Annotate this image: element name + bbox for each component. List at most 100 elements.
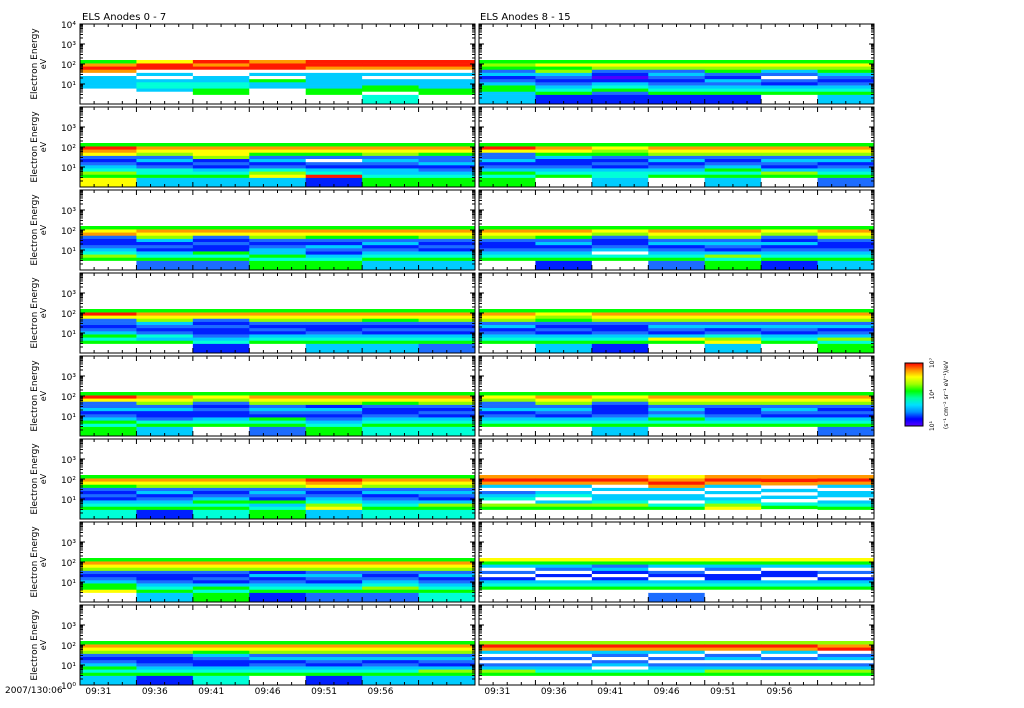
spectrogram-cell bbox=[418, 583, 476, 587]
spectrogram-cell bbox=[136, 346, 194, 351]
spectrogram-cell bbox=[761, 60, 819, 64]
spectrogram-cell bbox=[249, 331, 307, 335]
spectrogram-cell bbox=[479, 75, 536, 80]
spectrogram-cell bbox=[535, 592, 593, 597]
spectrogram-cell bbox=[648, 398, 706, 402]
spectrogram-cell bbox=[591, 663, 649, 667]
spectrogram-cell bbox=[817, 177, 875, 182]
spectrogram-cell bbox=[249, 653, 307, 658]
spectrogram-cell bbox=[80, 675, 137, 680]
spectrogram-cell bbox=[136, 647, 194, 651]
spectrogram-cell bbox=[761, 146, 819, 150]
spectrogram-cell bbox=[80, 573, 137, 578]
spectrogram-cell bbox=[192, 429, 250, 434]
spectrogram-cell bbox=[305, 254, 363, 258]
spectrogram-cell bbox=[362, 174, 420, 178]
spectrogram-cell bbox=[192, 235, 250, 239]
spectrogram-cell bbox=[761, 346, 819, 351]
spectrogram-cell bbox=[761, 226, 819, 230]
spectrogram-cell bbox=[648, 146, 706, 150]
spectrogram-cell bbox=[305, 484, 363, 488]
spectrogram-cell bbox=[418, 398, 476, 402]
spectrogram-cell bbox=[761, 244, 819, 249]
spectrogram-cell bbox=[80, 512, 137, 517]
spectrogram-cell bbox=[80, 666, 137, 670]
spectrogram-cell bbox=[136, 321, 194, 326]
spectrogram-cell bbox=[761, 69, 819, 73]
spectrogram-cell bbox=[192, 321, 250, 326]
spectrogram-cell bbox=[192, 395, 250, 399]
spectrogram-cell bbox=[192, 177, 250, 182]
spectrogram-cell bbox=[535, 656, 593, 661]
spectrogram-cell bbox=[249, 158, 307, 163]
spectrogram-cell bbox=[817, 478, 875, 482]
spectrogram-cell bbox=[704, 97, 762, 102]
spectrogram-cell bbox=[704, 493, 762, 498]
spectrogram-cell bbox=[817, 647, 875, 651]
spectrogram-cell bbox=[305, 417, 363, 421]
spectrogram-cell bbox=[80, 85, 137, 89]
spectrogram-cell bbox=[648, 63, 706, 67]
spectrogram-cell bbox=[249, 641, 307, 645]
spectrogram-cell bbox=[535, 161, 593, 166]
spectrogram-cell bbox=[249, 475, 307, 479]
spectrogram-cell bbox=[704, 244, 762, 249]
spectrogram-cell bbox=[305, 407, 363, 412]
spectrogram-cell bbox=[136, 478, 194, 482]
spectrogram-cell bbox=[648, 177, 706, 182]
spectrogram-cell bbox=[761, 180, 819, 185]
spectrogram-cell bbox=[648, 493, 706, 498]
spectrogram-cell bbox=[535, 254, 593, 258]
spectrogram-cell bbox=[704, 60, 762, 64]
spectrogram-cell bbox=[192, 558, 250, 562]
spectrogram-cell bbox=[648, 407, 706, 412]
spectrogram-cell bbox=[136, 678, 194, 683]
spectrogram-cell bbox=[192, 647, 250, 651]
spectrogram-cell bbox=[362, 143, 420, 147]
spectrogram-cell bbox=[479, 576, 536, 581]
spectrogram-cell bbox=[362, 168, 420, 172]
spectrogram-panel-right-3 bbox=[478, 272, 875, 354]
spectrogram-cell bbox=[479, 589, 536, 593]
spectrogram-cell bbox=[761, 505, 819, 510]
spectrogram-cell bbox=[362, 414, 420, 418]
spectrogram-cell bbox=[80, 564, 137, 568]
spectrogram-cell bbox=[418, 414, 476, 418]
spectrogram-cell bbox=[648, 404, 706, 409]
spectrogram-cell bbox=[761, 327, 819, 332]
spectrogram-cell bbox=[535, 573, 593, 578]
spectrogram-cell bbox=[761, 177, 819, 182]
spectrogram-cell bbox=[817, 251, 875, 255]
spectrogram-cell bbox=[192, 318, 250, 322]
spectrogram-cell bbox=[591, 263, 649, 268]
spectrogram-cell bbox=[591, 490, 649, 495]
spectrogram-cell bbox=[305, 72, 363, 77]
spectrogram-cell bbox=[418, 174, 476, 178]
spectrogram-cell bbox=[80, 171, 137, 175]
y-axis-unit: eV bbox=[39, 141, 48, 152]
spectrogram-cell bbox=[249, 315, 307, 319]
spectrogram-cell bbox=[305, 235, 363, 239]
spectrogram-cell bbox=[704, 417, 762, 421]
spectrogram-cell bbox=[362, 490, 420, 495]
spectrogram-cell bbox=[761, 407, 819, 412]
spectrogram-cell bbox=[591, 331, 649, 335]
spectrogram-cell bbox=[192, 88, 250, 92]
colorbar-tick-label: 10¹ bbox=[929, 420, 936, 431]
spectrogram-cell bbox=[305, 251, 363, 255]
spectrogram-cell bbox=[136, 343, 194, 348]
spectrogram-cell bbox=[249, 392, 307, 396]
spectrogram-cell bbox=[362, 503, 420, 507]
spectrogram-cell bbox=[648, 75, 706, 80]
spectrogram-cell bbox=[192, 340, 250, 344]
spectrogram-cell bbox=[704, 678, 762, 683]
spectrogram-cell bbox=[136, 257, 194, 261]
spectrogram-cell bbox=[80, 229, 137, 233]
spectrogram-cell bbox=[704, 324, 762, 329]
spectrogram-cell bbox=[535, 331, 593, 335]
spectrogram-cell bbox=[136, 595, 194, 600]
spectrogram-cell bbox=[704, 63, 762, 67]
spectrogram-cell bbox=[761, 491, 819, 496]
